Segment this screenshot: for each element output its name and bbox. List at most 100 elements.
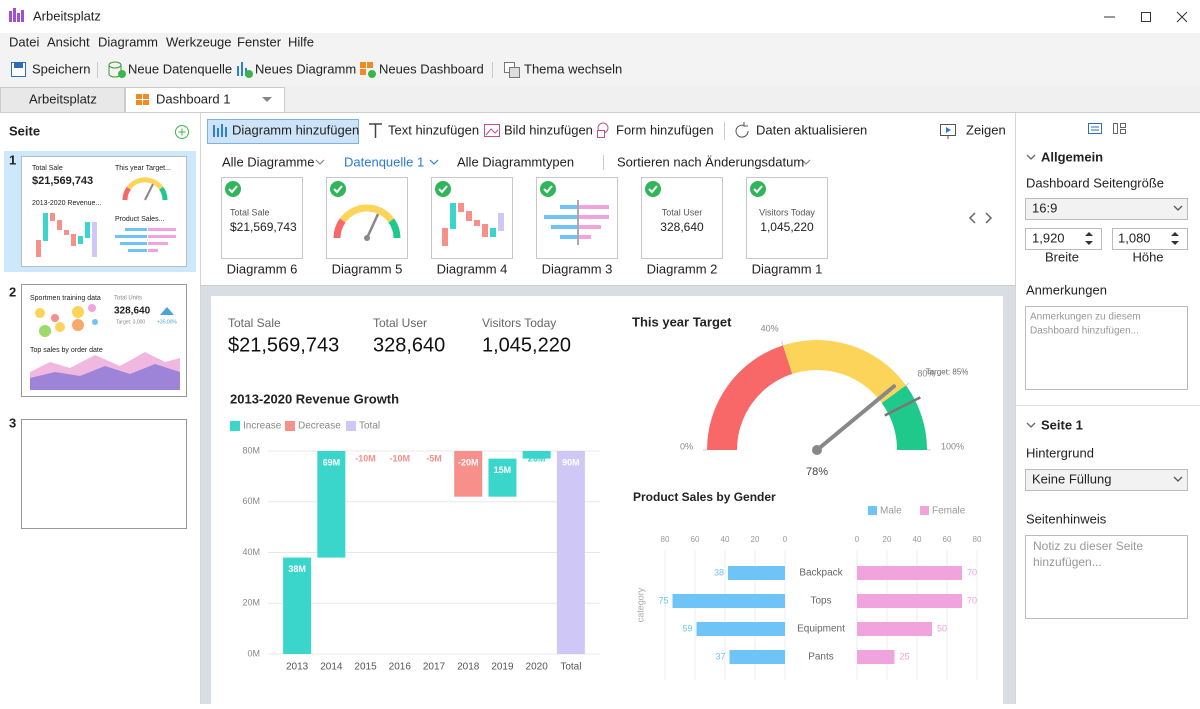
section-title[interactable]: Seite 1 [1041, 417, 1083, 432]
tab-label[interactable]: Arbeitsplatz [29, 91, 97, 106]
x-tick-label: 2020 [526, 662, 549, 673]
input-value[interactable]: 1,080 [1118, 230, 1151, 245]
editor-button[interactable]: Zeigen [966, 122, 1006, 137]
select[interactable] [1025, 198, 1188, 220]
filter[interactable]: Alle Diagramme [222, 154, 314, 169]
editor-button[interactable]: Form hinzufügen [616, 122, 714, 137]
section-chevrons[interactable] [1026, 154, 1036, 428]
editor-button[interactable]: Bild hinzufügen [504, 122, 593, 137]
x-tick-label: 20 [883, 535, 892, 544]
select-value[interactable]: Keine Füllung [1032, 471, 1112, 486]
thumbnail-text: Product Sales... [115, 216, 164, 223]
chart-title: This year Target [632, 314, 732, 329]
y-tick-label: 60M [242, 496, 260, 506]
menu-item[interactable]: Ansicht [47, 34, 90, 49]
tab-label[interactable]: Dashboard 1 [156, 91, 230, 106]
maximize-button[interactable] [1141, 12, 1151, 22]
thumbnail-text: 328,640 [114, 306, 151, 317]
add-page-button[interactable] [175, 125, 189, 139]
select-value[interactable]: 16:9 [1032, 200, 1057, 215]
page-thumbnail[interactable] [21, 156, 187, 267]
text-icon[interactable] [369, 123, 382, 138]
refresh-icon[interactable] [735, 122, 749, 138]
toolbar-button[interactable]: Speichern [32, 61, 91, 76]
editor-button[interactable]: Diagramm hinzufügen [232, 122, 359, 137]
editor-button[interactable]: Text hinzufügen [388, 122, 479, 137]
x-tick-label: 2018 [457, 662, 480, 673]
select-chevrons[interactable] [1173, 205, 1183, 482]
kpi-label: Total User [373, 316, 427, 330]
card-name[interactable]: Diagramm 5 [332, 261, 403, 276]
bar [728, 566, 785, 580]
editor-button[interactable]: Daten aktualisieren [756, 122, 867, 137]
card-waterfall [442, 203, 504, 246]
kpi-label: Visitors Today [482, 316, 556, 330]
layers-icon[interactable] [1113, 123, 1126, 134]
gauge-band [707, 345, 793, 450]
data-label: 75 [658, 595, 668, 605]
x-tick-label: 20 [751, 535, 760, 544]
toolbar-button[interactable]: Neues Diagramm [255, 61, 356, 76]
new-chart-icon[interactable] [237, 62, 253, 78]
page-number: 3 [9, 415, 16, 430]
needle-hub [812, 445, 822, 455]
menu-item[interactable]: Fenster [237, 34, 282, 49]
new-dashboard-icon[interactable] [360, 62, 376, 78]
textarea[interactable] [1025, 306, 1188, 390]
input-value[interactable]: 1,920 [1032, 230, 1065, 245]
number-input[interactable] [1112, 228, 1188, 250]
shape-icon[interactable] [597, 122, 609, 138]
data-label: -20M [458, 457, 479, 467]
card-name[interactable]: Diagramm 2 [647, 261, 718, 276]
bar [488, 458, 517, 497]
filter[interactable]: Sortieren nach Änderungsdatum [617, 154, 804, 169]
y-tick-label: 80M [242, 445, 260, 455]
toolbar-button[interactable]: Thema wechseln [524, 61, 622, 76]
x-tick-label: 80 [973, 535, 982, 544]
filter[interactable]: Alle Diagrammtypen [457, 154, 574, 169]
category-label: Backpack [799, 568, 843, 579]
data-label: 38 [714, 567, 724, 577]
filter-chevrons[interactable] [315, 159, 811, 165]
datasource-icon[interactable] [108, 61, 126, 78]
card-name[interactable]: Diagramm 3 [542, 261, 613, 276]
chart-title: Product Sales by Gender [633, 490, 776, 504]
x-tick-label: Total [560, 662, 581, 673]
image-icon[interactable] [484, 124, 500, 137]
thumbnail-text: Total Sale [32, 165, 63, 172]
legend-label: Total [359, 421, 380, 432]
thumbnail-area [30, 364, 180, 390]
select[interactable] [1025, 469, 1188, 491]
toolbar-button[interactable]: Neues Dashboard [379, 61, 484, 76]
toolbar-button[interactable]: Neue Datenquelle [128, 61, 232, 76]
menu-item[interactable]: Diagramm [98, 34, 158, 49]
gallery-arrows[interactable] [968, 212, 993, 224]
y-tick-label: 20M [242, 598, 260, 608]
theme-icon[interactable] [504, 62, 520, 78]
card-name[interactable]: Diagramm 6 [227, 261, 298, 276]
save-icon[interactable] [11, 62, 26, 77]
section-title[interactable]: Allgemein [1041, 149, 1103, 164]
filter[interactable]: Datenquelle 1 [344, 154, 424, 169]
card-name[interactable]: Diagramm 1 [752, 261, 823, 276]
textarea[interactable] [1025, 535, 1188, 619]
bar [857, 622, 932, 636]
data-label: -5M [426, 453, 442, 463]
number-input[interactable] [1025, 228, 1102, 250]
menu-item[interactable]: Datei [9, 34, 39, 49]
tab-active[interactable] [125, 87, 285, 113]
tab[interactable] [0, 87, 125, 113]
button-active[interactable] [207, 119, 359, 144]
page-thumbnail[interactable] [21, 419, 187, 529]
legend-swatch [230, 421, 240, 431]
field-label: Dashboard Seitengröße [1026, 175, 1164, 190]
menu-item[interactable]: Hilfe [288, 34, 314, 49]
menu-item[interactable]: Werkzeuge [166, 34, 232, 49]
close-button[interactable] [1176, 11, 1188, 23]
data-label: 70 [967, 595, 977, 605]
card-name[interactable]: Diagramm 4 [437, 261, 508, 276]
properties-icon[interactable] [1088, 123, 1102, 134]
tab-dropdown[interactable] [262, 97, 272, 102]
present-icon[interactable] [940, 124, 956, 140]
legend-label: Increase [243, 421, 282, 432]
